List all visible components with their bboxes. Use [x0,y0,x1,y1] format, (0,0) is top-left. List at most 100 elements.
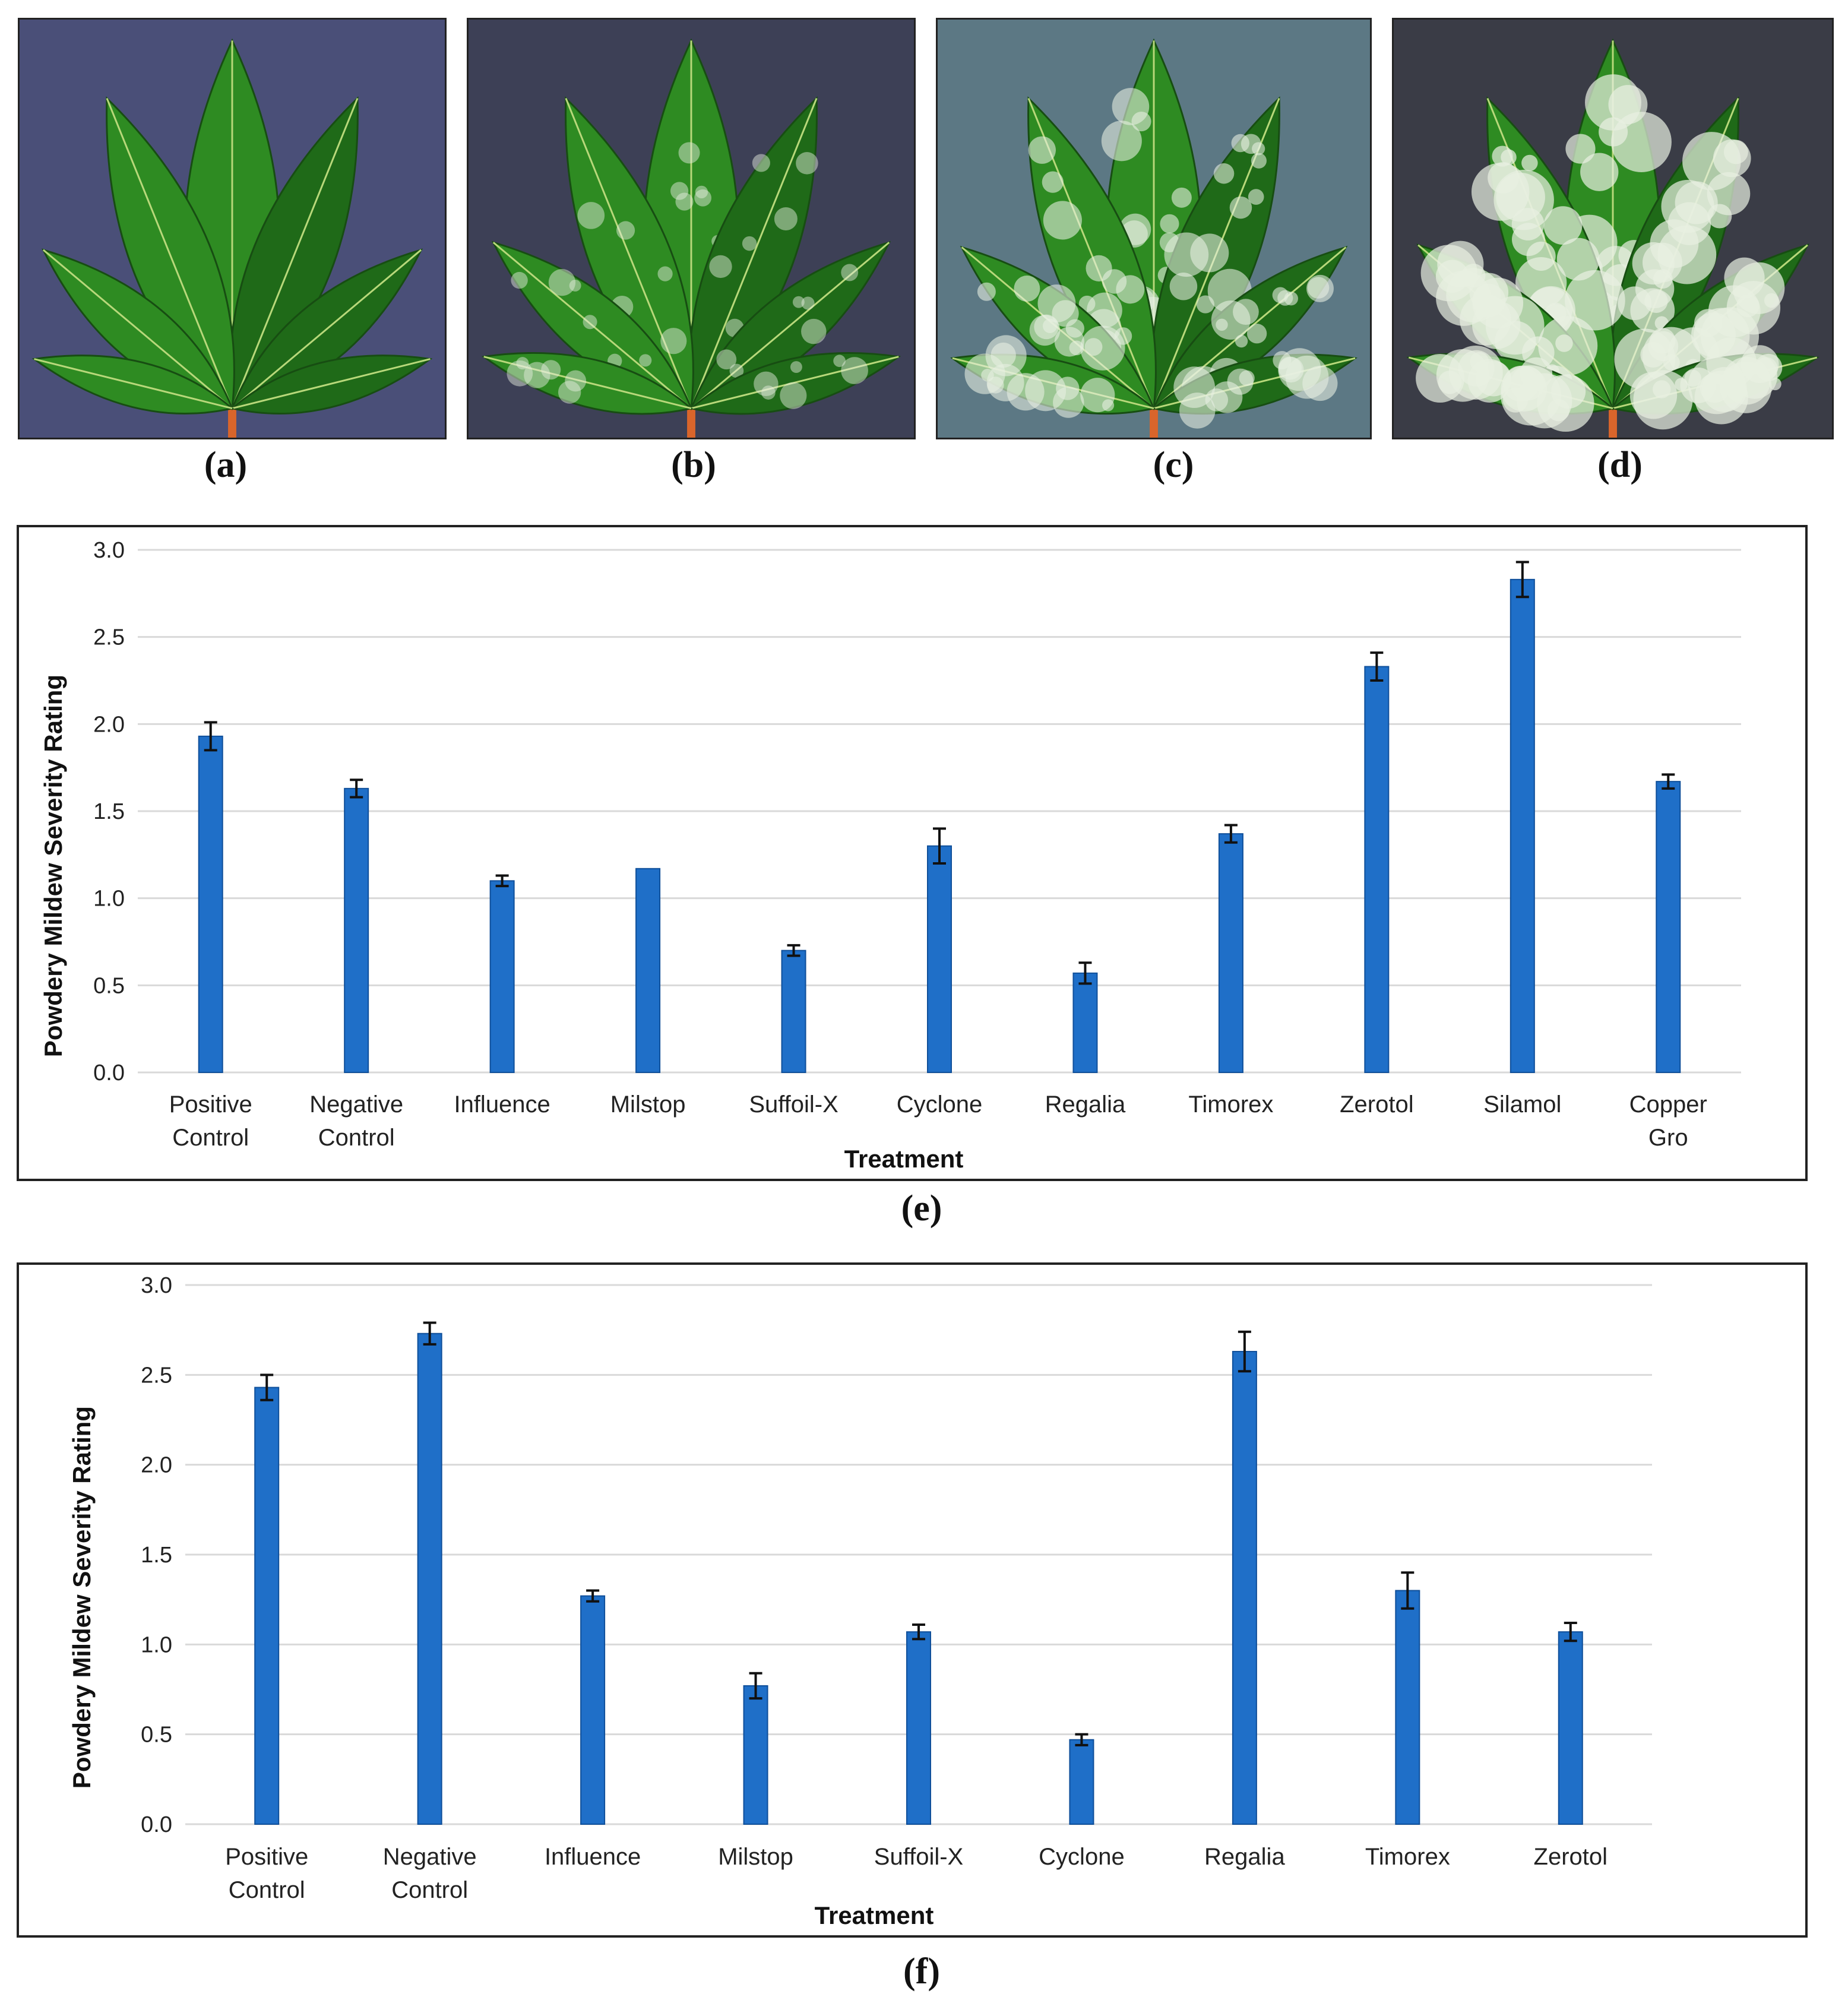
mildew-spot [1112,88,1150,125]
bar [635,868,661,1073]
mildew-spot [569,280,581,292]
mildew-spot [1764,293,1779,308]
mildew-spot [541,360,561,380]
bar [906,1631,931,1825]
mildew-spot [841,357,868,384]
leaflet-midrib [34,358,233,410]
mildew-spot [1231,134,1249,153]
mildew-spot [1694,371,1748,425]
panel-label-d: (d) [1597,445,1643,485]
mildew-spot [1213,163,1235,184]
mildew-spot [1657,225,1717,284]
mildew-spot [1160,214,1179,233]
bar [344,787,369,1073]
mildew-spot [1768,378,1781,391]
y-tick-label: 1.0 [93,887,125,912]
panel-label-b: (b) [671,445,716,485]
mildew-spot [1285,355,1329,399]
x-tick-label: Suffoil-X [749,1091,838,1118]
x-tick-label: Silamol [1483,1091,1561,1118]
mildew-spot [833,355,846,368]
y-tick-label: 2.0 [141,1453,172,1478]
mildew-spot [1252,142,1265,156]
bar [1364,666,1390,1074]
mildew-spot [1661,179,1714,233]
y-tick-label: 0.5 [141,1723,172,1748]
x-tick-label: Milstop [610,1091,686,1118]
bar [1395,1590,1420,1825]
mildew-spot [1608,85,1648,125]
healthy-leaf-image [20,20,445,438]
x-tick-label: Regalia [1045,1091,1126,1118]
mildew-spot [660,328,687,355]
mildew-spot [709,255,732,278]
mildew-spot [1461,264,1486,288]
mildew-spot [1037,284,1076,322]
mildew-spot [1173,366,1216,409]
mildew-spot [796,152,818,175]
chart-f-ylabel: Powdery Mildew Severity Rating [68,1406,96,1789]
mildew-spot [516,357,529,370]
x-tick-label: Positive [225,1844,308,1870]
leaflet-midrib [232,358,431,410]
mildew-spot [577,202,605,229]
bar [1656,781,1681,1073]
x-tick-label: Timorex [1365,1844,1450,1870]
mildew-spot [1755,353,1783,382]
mildew-spot [977,282,996,301]
leaf-photo-a [18,18,447,439]
x-tick-label: Milstop [718,1844,793,1870]
x-tick-label: Control [172,1125,249,1151]
leaflet-midrib [492,242,692,409]
leaflet-midrib [231,97,359,409]
mildew-spot [716,349,737,370]
mildew-spot [1190,233,1229,273]
leaf-photo-b [467,18,916,439]
mildew-spot [1169,273,1198,300]
bar [1558,1631,1583,1825]
mildew-spot [986,363,1024,401]
mildew-spot [639,354,652,367]
bar [1072,972,1098,1073]
chart-e-plot: 0.0 0.5 1.0 1.5 2.0 2.5 3.0 Positive Control Nega… [93,538,1741,1151]
mildew-spot [752,154,770,172]
mildew-spot [1084,338,1103,356]
mildew-spot [1086,255,1112,281]
mildew-spot [1538,316,1598,376]
x-tick-label: Gro [1648,1125,1688,1151]
y-tick-label: 3.0 [93,538,125,563]
mildew-spot [694,189,712,207]
mildew-spot [1251,153,1267,169]
x-tick-label: Cyclone [1039,1844,1125,1870]
y-tick-label: 2.0 [93,712,125,737]
mildew-spot [774,207,798,230]
leaflet-midrib [691,242,890,409]
mildew-spot [1580,153,1619,191]
bar [1218,833,1243,1074]
mildew-spot [1025,370,1067,412]
leaflet-midrib [690,97,818,409]
mildew-spot [1460,294,1511,346]
mildew-spot [1042,171,1064,193]
mildew-spot [558,381,581,404]
mildew-spot [511,271,528,289]
light-mildew-leaf-image [469,20,914,438]
y-tick-label: 1.0 [141,1632,172,1657]
bar [1232,1350,1257,1825]
mildew-spot [1307,277,1330,299]
x-tick-label: Control [229,1877,305,1903]
chart-f-plot: 0.0 0.5 1.0 1.5 2.0 2.5 3.0 Positive Control Nega… [141,1273,1652,1903]
mildew-spot [1565,270,1625,331]
mildew-spot [1515,257,1567,309]
bar [489,880,515,1073]
moderate-mildew-leaf-image [938,20,1370,438]
mildew-spot [790,361,802,374]
mildew-spot [1211,300,1251,340]
mildew-spot [761,385,776,400]
mildew-spot [565,370,587,392]
bar [781,950,806,1074]
y-tick-label: 0.5 [93,973,125,998]
mildew-spot [1565,134,1596,164]
y-tick-label: 2.5 [141,1363,172,1388]
mildew-spot [678,142,700,164]
